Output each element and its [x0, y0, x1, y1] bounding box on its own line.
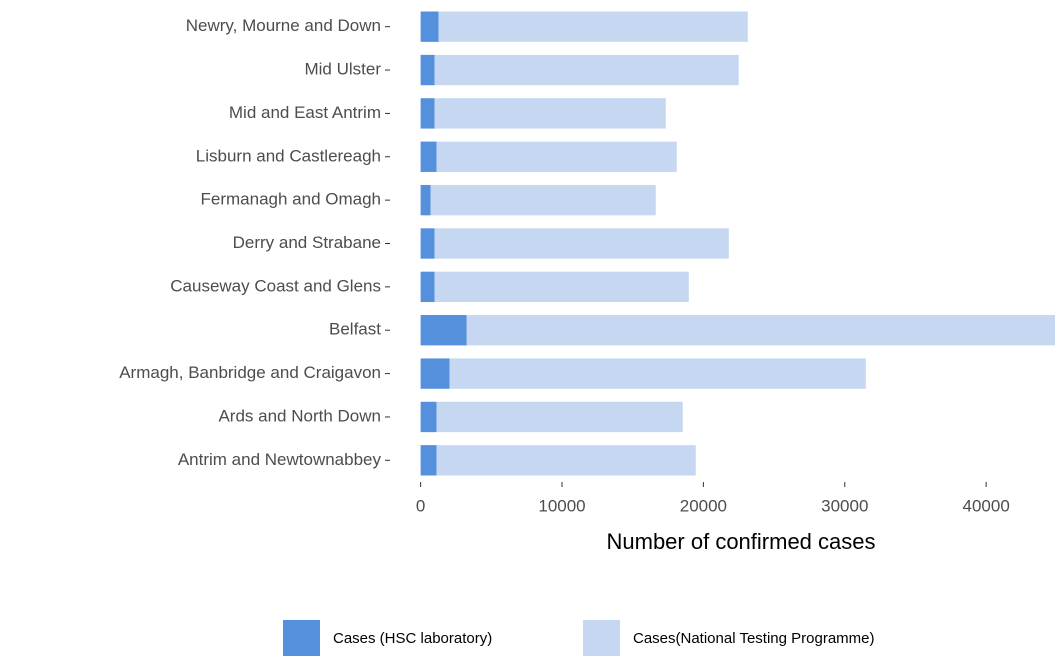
bar — [420, 11, 439, 42]
legend-label: Cases(National Testing Programme) — [633, 630, 875, 647]
bar — [420, 358, 450, 389]
bar — [434, 228, 729, 259]
bar — [434, 54, 739, 86]
bar — [436, 141, 677, 172]
y-tick-label: Belfast — [329, 320, 381, 339]
y-tick-label: Ards and North Down — [218, 406, 381, 425]
y-tick-label: Antrim and Newtownabbey — [178, 450, 382, 469]
bar — [420, 401, 437, 433]
x-tick-label: 30000 — [821, 496, 868, 515]
legend-swatch — [583, 620, 620, 656]
bar — [436, 401, 683, 433]
y-tick-label: Newry, Mourne and Down — [186, 16, 381, 35]
y-tick-label: Fermanagh and Omagh — [201, 190, 382, 209]
y-tick-label: Mid Ulster — [304, 60, 381, 79]
legend-swatch — [283, 620, 320, 656]
x-tick-label: 0 — [416, 496, 425, 515]
bar — [434, 271, 689, 303]
y-tick-label: Armagh, Banbridge and Craigavon — [119, 363, 381, 382]
bar — [449, 358, 866, 389]
bar — [430, 184, 656, 216]
x-axis-title: Number of confirmed cases — [607, 529, 876, 554]
bar — [420, 141, 437, 172]
y-tick-label: Causeway Coast and Glens — [170, 276, 381, 295]
bar — [436, 445, 696, 476]
bar — [434, 98, 666, 129]
x-tick-label: 40000 — [963, 496, 1010, 515]
bar — [420, 445, 437, 476]
bar — [420, 184, 431, 216]
x-tick-label: 20000 — [680, 496, 727, 515]
y-tick-label: Derry and Strabane — [233, 233, 381, 252]
bar — [420, 315, 467, 346]
plot-area — [420, 11, 1055, 476]
legend-label: Cases (HSC laboratory) — [333, 630, 492, 647]
bar — [420, 271, 435, 303]
bar — [420, 98, 435, 129]
bar — [438, 11, 748, 42]
y-tick-label: Mid and East Antrim — [229, 103, 381, 122]
x-tick-label: 10000 — [538, 496, 585, 515]
bar — [420, 228, 435, 259]
y-tick-label: Lisburn and Castlereagh — [196, 146, 381, 165]
bar — [466, 315, 1055, 346]
bar — [420, 54, 435, 86]
